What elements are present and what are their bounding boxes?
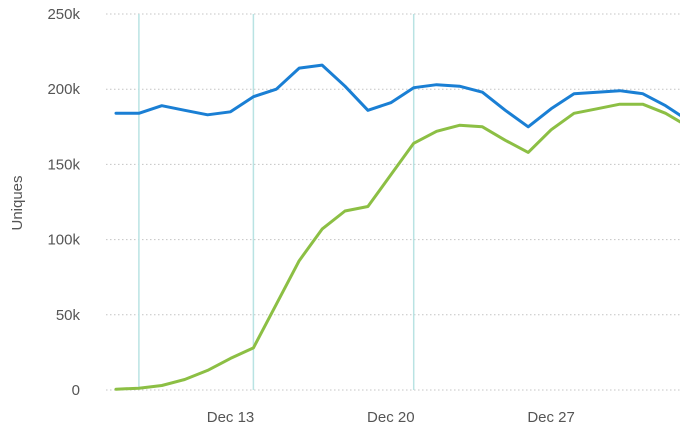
highlight-lines	[138, 14, 415, 390]
y-tick-label: 150k	[47, 156, 80, 173]
x-axis-ticks: Dec 13 Dec 20 Dec 27	[207, 409, 575, 426]
x-tick-label: Dec 13	[207, 409, 255, 426]
gridlines	[106, 13, 680, 391]
y-axis-title: Uniques	[9, 175, 26, 230]
y-tick-label: 250k	[47, 6, 80, 23]
x-tick-label: Dec 20	[367, 409, 415, 426]
y-tick-label: 0	[72, 382, 80, 399]
y-tick-label: 100k	[47, 232, 80, 249]
x-tick-label: Dec 27	[527, 409, 575, 426]
y-axis-ticks: 0 50k 100k 150k 200k 250k	[47, 6, 80, 399]
series-line-1	[114, 63, 680, 129]
y-tick-label: 200k	[47, 81, 80, 98]
series-line-2	[114, 102, 680, 391]
y-tick-label: 50k	[56, 307, 81, 324]
series-lines	[114, 63, 680, 391]
